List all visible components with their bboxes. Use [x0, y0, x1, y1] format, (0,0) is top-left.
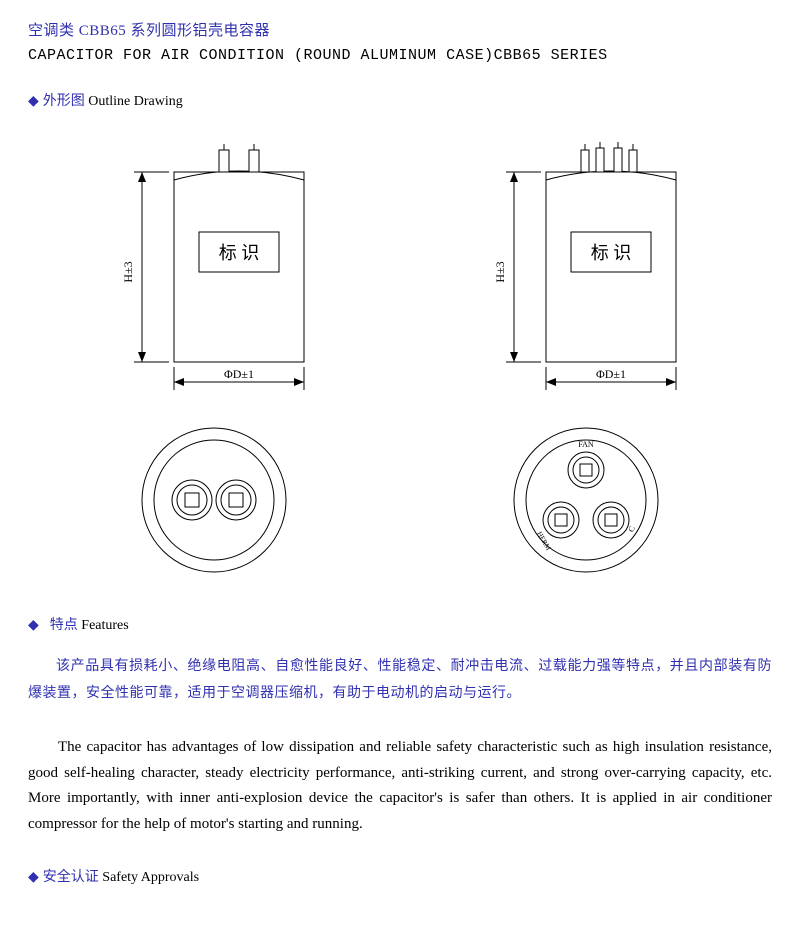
svg-text:标 识: 标 识: [219, 243, 260, 263]
svg-text:H±3: H±3: [121, 261, 135, 282]
safety-label-en: Safety Approvals: [102, 870, 199, 885]
features-label-cn: 特点: [50, 618, 78, 633]
outline-heading: ◆ 外形图 Outline Drawing: [28, 91, 772, 112]
svg-text:标 识: 标 识: [591, 243, 632, 263]
title-cn: 空调类 CBB65 系列圆形铝壳电容器: [28, 20, 772, 43]
bottom-views-row: FAN HERM C: [28, 420, 772, 587]
side-views-row: 标 识 H±3 ΦD±1: [28, 132, 772, 402]
title-en: CAPACITOR FOR AIR CONDITION (ROUND ALUMI…: [28, 45, 772, 68]
diamond-icon: ◆: [28, 94, 39, 109]
features-heading: ◆ 特点 Features: [28, 615, 772, 636]
outline-label-en: Outline Drawing: [88, 94, 182, 109]
side-view-right: 标 识 H±3 ΦD±1: [456, 132, 716, 402]
outline-label-cn: 外形图: [43, 94, 85, 109]
safety-label-cn: 安全认证: [43, 870, 99, 885]
bottom-view-left: [134, 420, 294, 587]
features-label-en: Features: [81, 618, 128, 633]
features-text-cn: 该产品具有损耗小、绝缘电阻高、自愈性能良好、性能稳定、耐冲击电流、过载能力强等特…: [28, 654, 772, 707]
svg-text:H±3: H±3: [493, 261, 507, 282]
svg-text:FAN: FAN: [578, 440, 594, 449]
diamond-icon: ◆: [28, 870, 39, 885]
side-view-left: 标 识 H±3 ΦD±1: [84, 132, 344, 402]
diamond-icon: ◆: [28, 618, 39, 633]
bottom-view-right: FAN HERM C: [506, 420, 666, 587]
svg-text:ΦD±1: ΦD±1: [224, 367, 254, 381]
svg-text:ΦD±1: ΦD±1: [596, 367, 626, 381]
features-text-en: The capacitor has advantages of low diss…: [28, 735, 772, 837]
safety-heading: ◆ 安全认证 Safety Approvals: [28, 867, 772, 888]
